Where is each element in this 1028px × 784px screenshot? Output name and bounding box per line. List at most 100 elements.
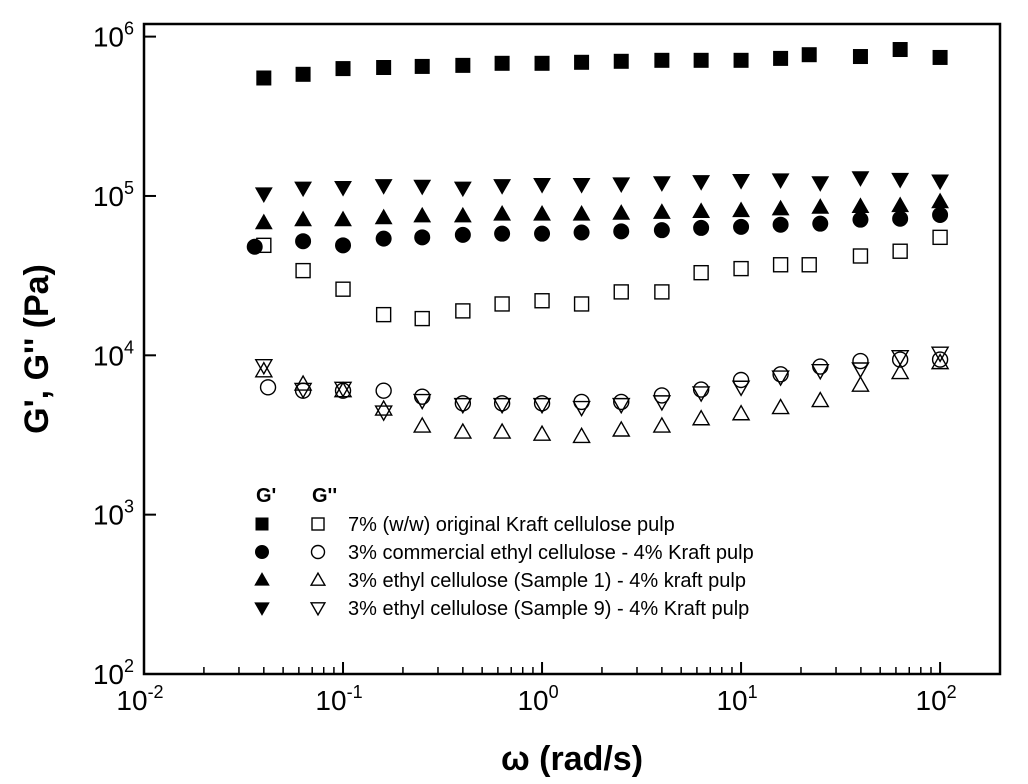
data-point	[692, 202, 711, 218]
data-point	[494, 225, 511, 242]
data-point	[375, 306, 392, 323]
x-tick-label: 102	[916, 682, 957, 716]
data-point	[453, 397, 473, 415]
data-point	[572, 177, 591, 194]
data-point	[772, 216, 789, 233]
data-point	[812, 358, 829, 375]
legend-label: 3% commercial ethyl cellulose - 4% Kraft…	[348, 542, 754, 564]
data-point	[613, 223, 630, 240]
data-point	[533, 395, 551, 412]
data-point	[692, 381, 710, 398]
data-point	[654, 52, 670, 68]
y-tick-label: 102	[93, 656, 134, 690]
data-point	[574, 54, 590, 70]
data-point	[693, 219, 710, 236]
data-point	[891, 172, 910, 189]
data-point	[691, 386, 711, 403]
data-point	[890, 363, 910, 380]
data-point	[692, 175, 711, 191]
data-point	[801, 47, 817, 63]
data-point	[453, 206, 472, 223]
data-point	[652, 416, 672, 433]
data-point	[254, 361, 274, 378]
data-point	[572, 204, 591, 221]
data-point	[412, 416, 432, 433]
data-point	[414, 58, 430, 74]
data-point	[412, 393, 432, 411]
data-point	[246, 238, 263, 255]
data-point	[852, 352, 869, 370]
data-point	[494, 55, 510, 71]
data-point	[254, 359, 274, 376]
data-point	[532, 424, 552, 441]
data-point	[335, 61, 351, 77]
data-point	[375, 382, 392, 399]
data-point	[613, 53, 629, 69]
series-triangle-down-gdoubleprime	[254, 346, 950, 422]
data-point	[335, 281, 351, 297]
data-point	[376, 60, 392, 76]
data-point	[414, 310, 430, 327]
data-point	[654, 284, 670, 300]
data-point	[801, 257, 817, 273]
series-circle-gdoubleprime	[259, 351, 949, 412]
data-point	[811, 198, 830, 214]
data-point	[294, 210, 312, 227]
data-point	[534, 293, 550, 309]
data-point	[612, 177, 631, 193]
data-point	[772, 257, 789, 273]
data-point	[374, 399, 393, 416]
legend-label: 7% (w/w) original Kraft cellulose pulp	[348, 514, 675, 536]
data-point	[534, 225, 551, 242]
data-point	[693, 52, 709, 68]
data-point	[254, 187, 273, 203]
data-point	[333, 381, 353, 398]
legend-marker-gdoubleprime	[311, 517, 325, 531]
data-point	[572, 400, 591, 418]
data-point	[852, 211, 869, 228]
data-point	[891, 196, 910, 213]
data-point	[811, 176, 830, 192]
data-point	[454, 226, 471, 243]
legend-marker-gprime	[255, 517, 269, 531]
data-point	[892, 243, 908, 259]
legend-marker-gprime	[255, 545, 269, 559]
legend-header-g-prime: G'	[256, 485, 276, 507]
x-axis-title: ω (rad/s)	[501, 740, 643, 778]
legend-label: 3% ethyl cellulose (Sample 1) - 4% kraft…	[348, 570, 746, 592]
data-point	[532, 397, 552, 415]
data-point	[811, 364, 830, 381]
data-point	[453, 422, 473, 439]
data-point	[493, 395, 511, 412]
x-tick-label: 10-2	[116, 682, 163, 716]
data-point	[732, 371, 750, 389]
data-point	[293, 382, 313, 399]
data-point	[652, 203, 671, 219]
data-point	[653, 222, 670, 239]
data-point	[494, 296, 510, 312]
data-point	[852, 248, 869, 264]
data-point	[892, 210, 909, 227]
data-point	[652, 176, 671, 192]
data-point	[932, 206, 949, 223]
series-triangle-up-gdoubleprime	[254, 353, 950, 444]
data-point	[453, 181, 472, 198]
data-point	[771, 398, 790, 415]
data-point	[892, 42, 908, 58]
data-point	[613, 393, 630, 411]
data-point	[931, 174, 949, 191]
data-point	[259, 379, 277, 396]
series-circle-gprime	[246, 206, 949, 255]
data-point	[812, 215, 829, 232]
tick-labels-layer: 10-2 10-1 100 101 102 102 103 104 105 106	[93, 19, 957, 716]
data-point	[414, 229, 431, 246]
legend-marker-gdoubleprime	[309, 602, 327, 617]
data-point	[374, 179, 393, 195]
data-point	[930, 353, 950, 370]
y-tick-label: 106	[93, 19, 134, 53]
series-triangle-down-gprime	[254, 171, 949, 203]
legend-marker-gprime	[254, 602, 270, 616]
data-point	[851, 171, 870, 187]
